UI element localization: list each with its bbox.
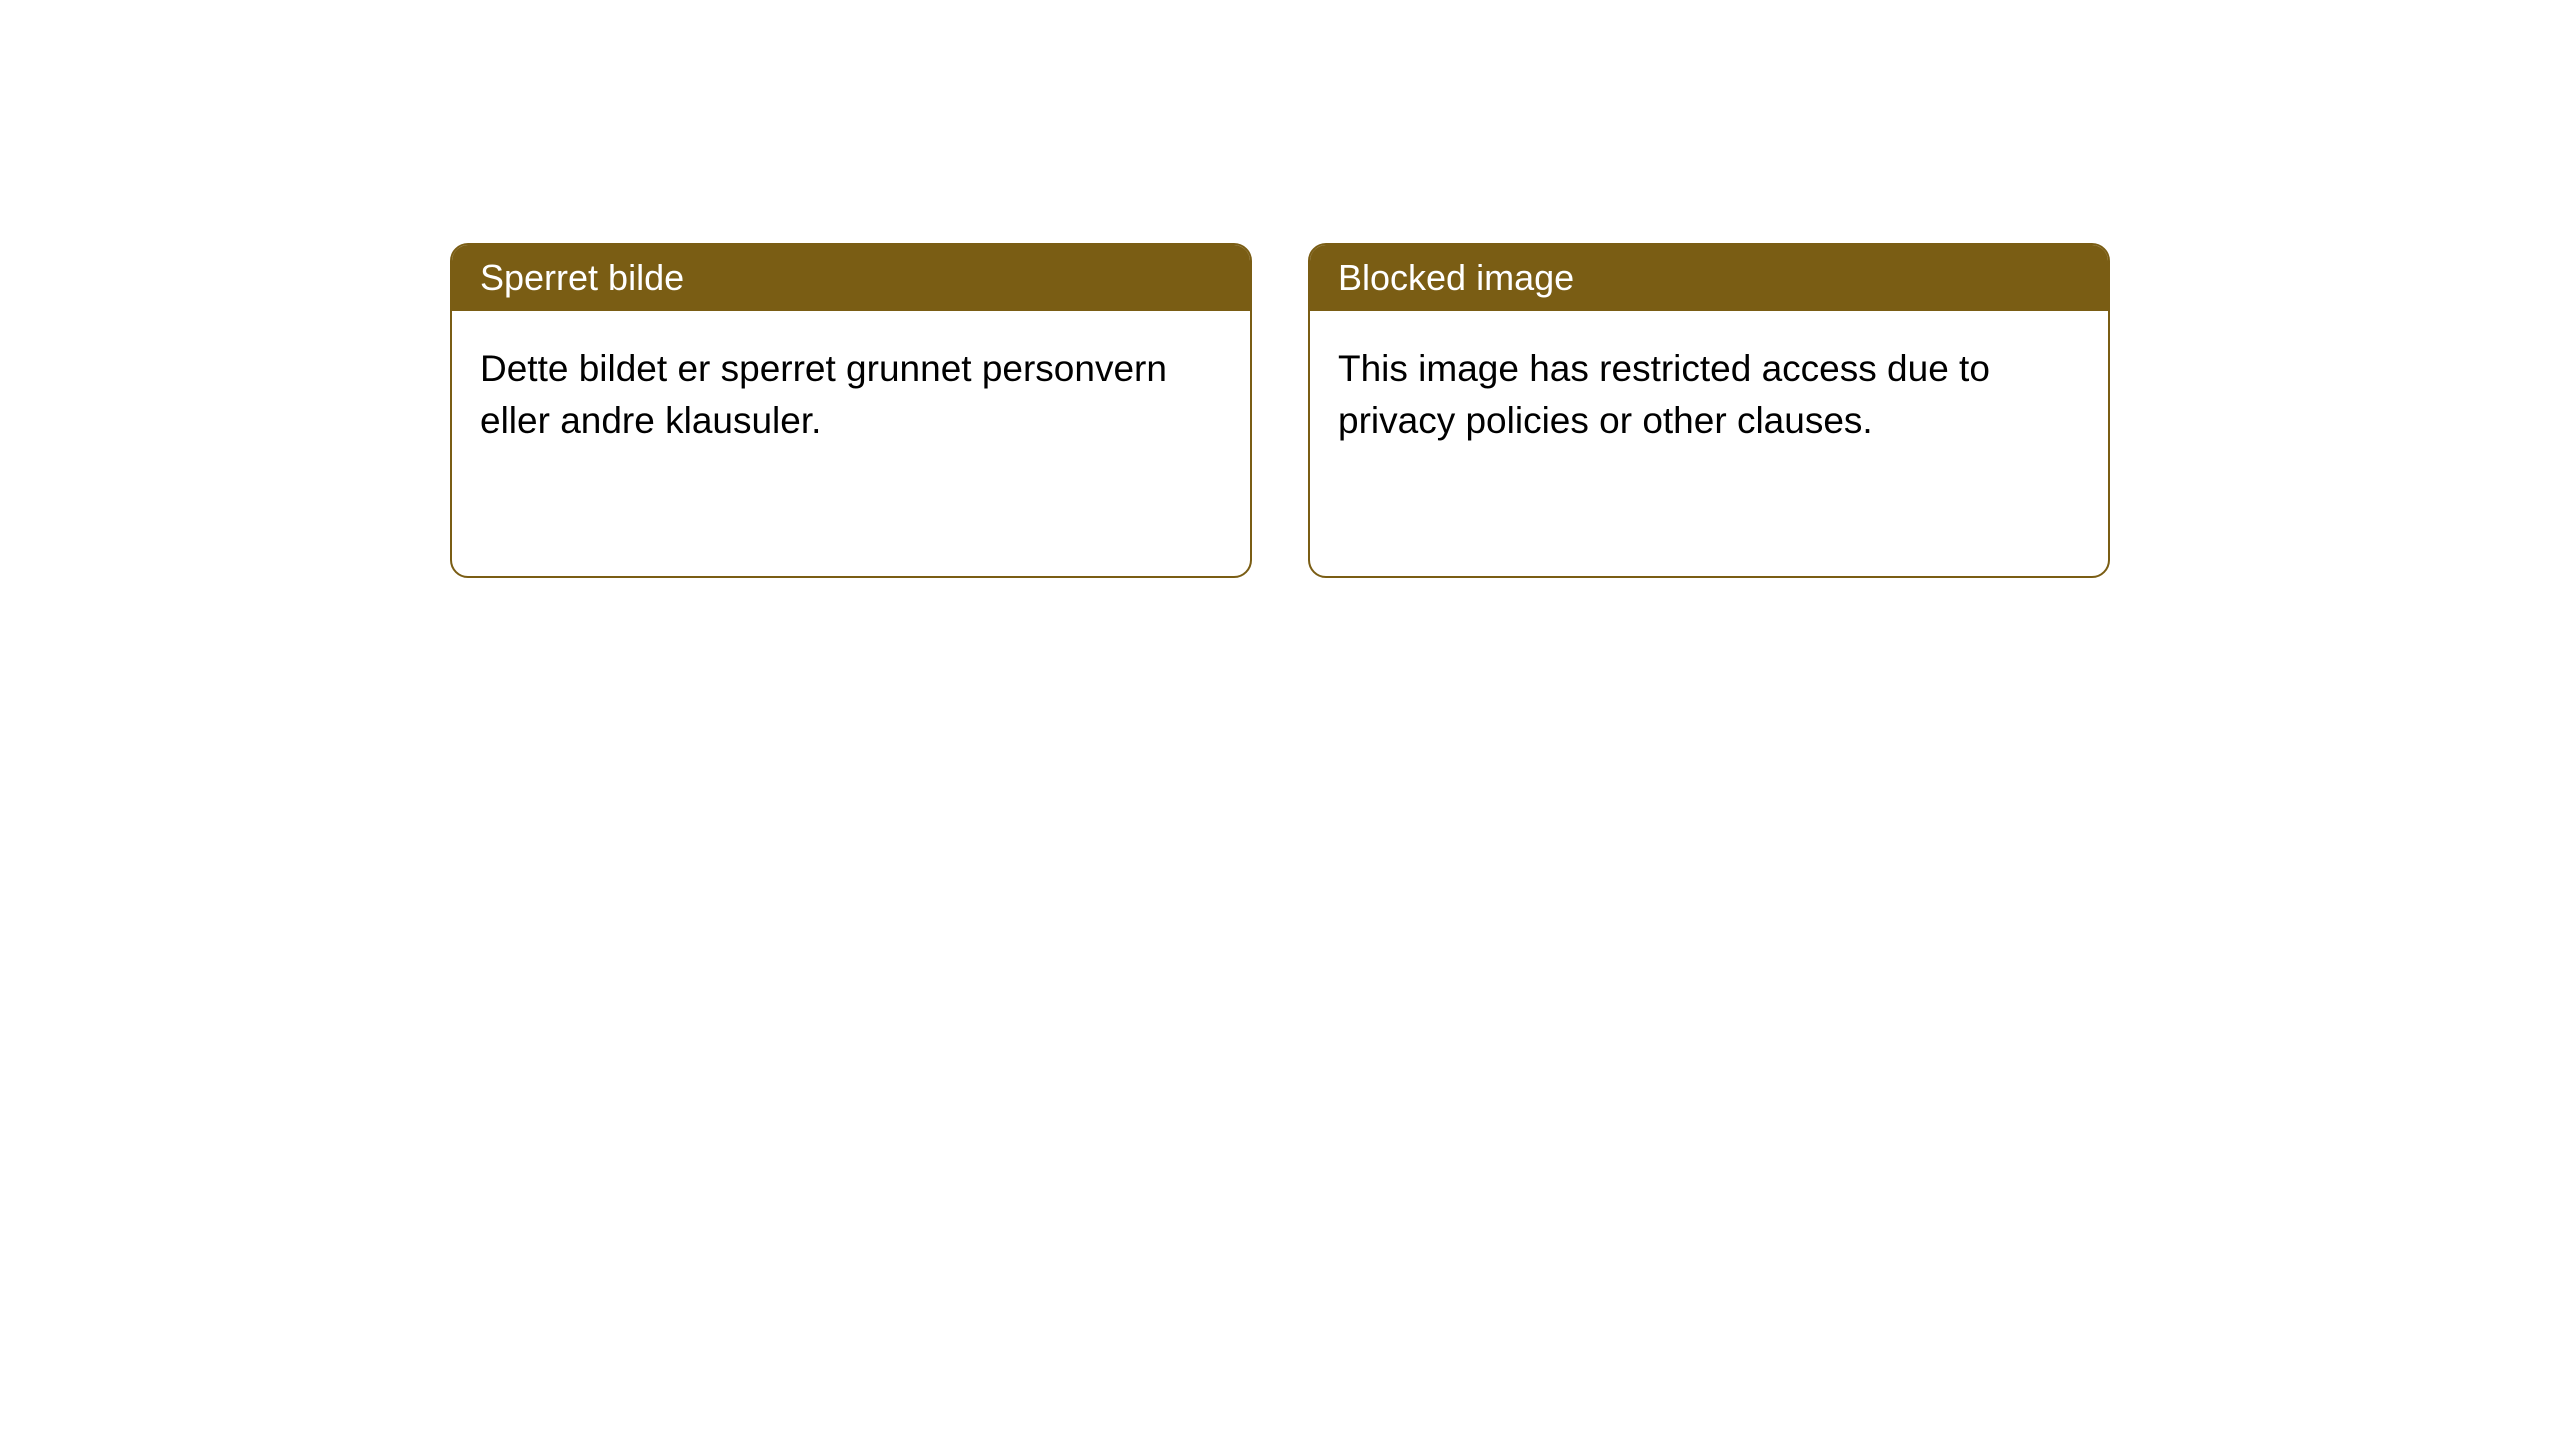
card-title-en: Blocked image <box>1338 257 1574 298</box>
card-title-no: Sperret bilde <box>480 257 684 298</box>
blocked-image-card-no: Sperret bilde Dette bildet er sperret gr… <box>450 243 1252 578</box>
card-container: Sperret bilde Dette bildet er sperret gr… <box>450 243 2110 578</box>
card-text-no: Dette bildet er sperret grunnet personve… <box>480 348 1167 441</box>
card-text-en: This image has restricted access due to … <box>1338 348 1990 441</box>
card-header-en: Blocked image <box>1310 245 2108 311</box>
card-body-en: This image has restricted access due to … <box>1310 311 2108 479</box>
blocked-image-card-en: Blocked image This image has restricted … <box>1308 243 2110 578</box>
card-body-no: Dette bildet er sperret grunnet personve… <box>452 311 1250 479</box>
card-header-no: Sperret bilde <box>452 245 1250 311</box>
